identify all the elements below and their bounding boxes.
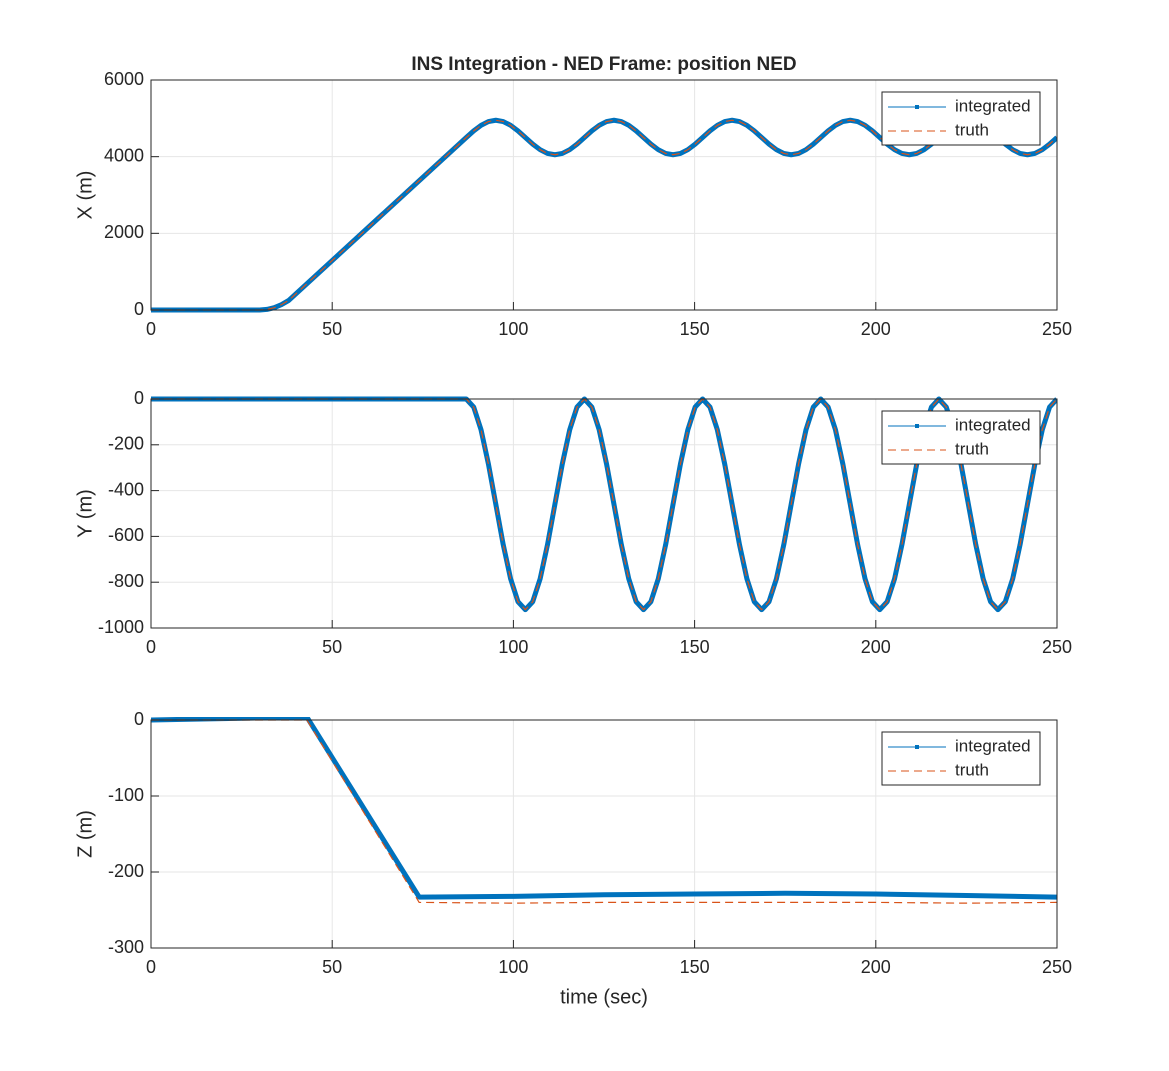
series-line [151, 717, 1057, 900]
x-axis-label: time (sec) [560, 986, 648, 1008]
legend-label: truth [955, 439, 989, 458]
y-tick-label: -100 [108, 785, 144, 805]
y-axis-label: Z (m) [74, 810, 96, 858]
legend-marker [915, 424, 919, 428]
legend-marker [915, 105, 919, 109]
x-tick-label: 250 [1042, 319, 1072, 339]
x-tick-label: 50 [322, 957, 342, 977]
axes-box [150, 719, 1058, 949]
legend-label: integrated [955, 415, 1031, 434]
subplot: 0 50 100 150 200 250 0 2000 4000 6000 INS Integrat… [74, 54, 1072, 339]
y-tick-label: 0 [134, 388, 144, 408]
legend-box [881, 410, 1041, 465]
axes-box [150, 398, 1058, 629]
x-tick-label: 100 [498, 957, 528, 977]
x-tick-label: 250 [1042, 957, 1072, 977]
x-tick-label: 100 [498, 637, 528, 657]
y-tick-label: -1000 [98, 617, 144, 637]
x-tick-label: 250 [1042, 637, 1072, 657]
y-tick-label: -400 [108, 479, 144, 499]
y-tick-label: -800 [108, 571, 144, 591]
series-line [151, 398, 1057, 611]
x-tick-label: 100 [498, 319, 528, 339]
legend-label: integrated [955, 96, 1031, 115]
axes-box [150, 79, 1058, 311]
y-tick-label: -600 [108, 525, 144, 545]
x-tick-label: 200 [861, 319, 891, 339]
x-tick-label: 150 [680, 319, 710, 339]
x-tick-label: 50 [322, 319, 342, 339]
x-tick-label: 150 [680, 637, 710, 657]
x-tick-label: 50 [322, 637, 342, 657]
x-tick-label: 150 [680, 957, 710, 977]
y-tick-label: -300 [108, 937, 144, 957]
legend-box [881, 91, 1041, 146]
x-tick-label: 0 [146, 319, 156, 339]
y-tick-label: 6000 [104, 69, 144, 89]
series-line [151, 719, 1057, 904]
y-tick-label: 2000 [104, 222, 144, 242]
y-axis-label: Y (m) [74, 489, 96, 538]
y-tick-label: 0 [134, 299, 144, 319]
y-tick-label: 4000 [104, 145, 144, 165]
subplot: 0 50 100 150 200 250 -1000 -800 -600 -400 -200 0 Y (… [74, 388, 1072, 657]
x-tick-label: 200 [861, 957, 891, 977]
chart-title: INS Integration - NED Frame: position NE… [411, 54, 796, 75]
y-axis-label: X (m) [74, 171, 96, 220]
x-tick-label: 0 [146, 637, 156, 657]
x-tick-label: 200 [861, 637, 891, 657]
y-tick-label: -200 [108, 434, 144, 454]
subplot: 0 50 100 150 200 250 -300 -200 -100 0 Z (m) time (s… [74, 709, 1072, 1009]
y-tick-label: -200 [108, 861, 144, 881]
legend-label: integrated [955, 736, 1031, 755]
legend-box [881, 731, 1041, 786]
x-tick-label: 0 [146, 957, 156, 977]
legend-marker [915, 745, 919, 749]
y-tick-label: 0 [134, 709, 144, 729]
legend-label: truth [955, 760, 989, 779]
legend-label: truth [955, 120, 989, 139]
